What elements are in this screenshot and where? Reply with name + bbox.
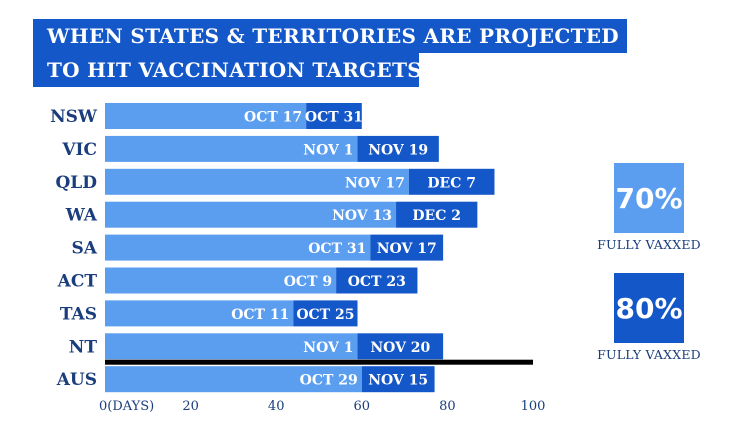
- bar-sa-70: [105, 234, 371, 261]
- data-label-act-70: OCT 9: [284, 274, 332, 290]
- bar-vic-80: [357, 135, 439, 162]
- category-label-qld: QLD: [55, 173, 97, 193]
- category-label-wa: WA: [65, 206, 98, 226]
- data-label-qld-80: DEC 7: [427, 175, 476, 191]
- aus-separator-line: [105, 359, 533, 365]
- bar-tas-80: [293, 300, 358, 327]
- category-label-tas: TAS: [60, 304, 97, 324]
- bar-wa-80: [396, 201, 478, 228]
- data-label-nt-70: NOV 1: [303, 340, 353, 356]
- legend-70-swatch: 70%: [614, 163, 684, 233]
- bar-wa-70: [105, 201, 397, 228]
- bar-aus-80: [361, 366, 435, 393]
- x-tick-label-20: 20: [182, 399, 199, 414]
- bar-sa-80: [370, 234, 444, 261]
- data-label-sa-80: NOV 17: [377, 241, 437, 257]
- data-label-sa-70: OCT 31: [308, 241, 366, 257]
- category-label-nt: NT: [69, 337, 98, 357]
- data-label-aus-80: NOV 15: [368, 373, 428, 389]
- legend-70-caption: FULLY VAXXED: [597, 237, 701, 252]
- bar-qld-70: [105, 168, 409, 195]
- bar-nt-70: [105, 333, 358, 360]
- category-label-aus: AUS: [56, 370, 97, 390]
- category-label-sa: SA: [72, 239, 98, 259]
- data-label-nt-80: NOV 20: [370, 340, 430, 356]
- bar-qld-80: [408, 168, 495, 195]
- data-label-wa-80: DEC 2: [412, 208, 461, 224]
- chart-title-line-2: TO HIT VACCINATION TARGETS: [33, 53, 422, 87]
- bar-tas-70: [105, 300, 294, 327]
- legend-80-swatch: 80%: [614, 273, 684, 343]
- chart-title-line-1: WHEN STATES & TERRITORIES ARE PROJECTED: [33, 19, 627, 53]
- category-label-vic: VIC: [61, 140, 97, 160]
- data-label-aus-70: OCT 29: [300, 373, 358, 389]
- data-label-act-80: OCT 23: [348, 274, 406, 290]
- data-label-tas-80: OCT 25: [296, 307, 354, 323]
- bar-vic-70: [105, 135, 358, 162]
- data-label-nsw-70: OCT 17: [244, 110, 302, 126]
- x-tick-label-0: 0(DAYS): [99, 399, 154, 414]
- bar-nt-80: [357, 333, 444, 360]
- bar-nsw-70: [105, 103, 307, 129]
- legend-80-label: 80%: [615, 291, 683, 325]
- data-label-wa-70: NOV 13: [332, 208, 392, 224]
- category-label-nsw: NSW: [50, 107, 98, 127]
- x-tick-label-60: 60: [354, 399, 371, 414]
- data-label-nsw-80: OCT 31: [305, 110, 363, 126]
- bar-act-80: [336, 267, 418, 294]
- legend-70-label: 70%: [615, 181, 683, 215]
- x-tick-label-100: 100: [521, 399, 546, 414]
- data-label-tas-70: OCT 11: [231, 307, 289, 323]
- x-tick-label-80: 80: [439, 399, 456, 414]
- data-label-vic-80: NOV 19: [368, 142, 428, 158]
- bar-aus-70: [105, 366, 362, 393]
- bar-act-70: [105, 267, 337, 294]
- x-tick-label-40: 40: [268, 399, 285, 414]
- legend-80-caption: FULLY VAXXED: [597, 347, 701, 362]
- category-label-act: ACT: [57, 272, 98, 292]
- data-label-qld-70: NOV 17: [345, 175, 405, 191]
- data-label-vic-70: NOV 1: [303, 142, 353, 158]
- bar-nsw-80: [306, 103, 362, 129]
